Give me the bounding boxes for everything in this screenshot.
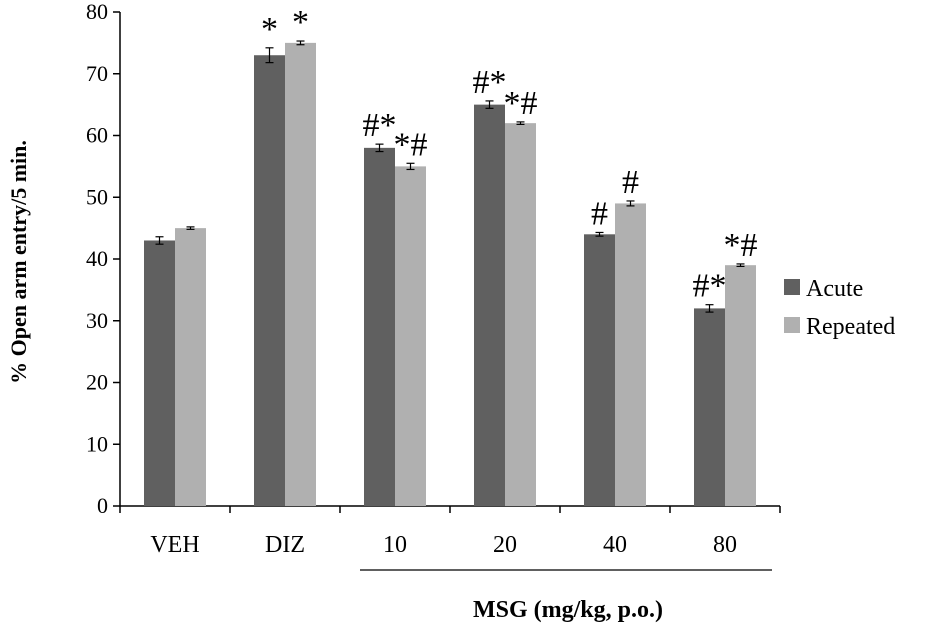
legend-swatch-acute (784, 279, 800, 295)
bar-acute (474, 104, 505, 506)
category-label: DIZ (265, 532, 305, 558)
bar-repeated (285, 42, 316, 506)
bar-acute (694, 308, 725, 506)
bar-acute (254, 55, 285, 506)
category-labels: VEH DIZ 10 20 40 80 (150, 532, 737, 558)
y-tick-label: 80 (86, 0, 108, 24)
legend-swatch-repeated (784, 317, 800, 333)
significance-mark: *# (724, 227, 758, 264)
group-label: MSG (mg/kg, p.o.) (473, 597, 663, 623)
y-tick-label: 10 (86, 431, 108, 456)
bar-acute (584, 234, 615, 507)
category-label: 10 (383, 532, 407, 558)
category-label: VEH (150, 532, 199, 558)
y-tick-label: 50 (86, 184, 108, 209)
significance-mark: # (622, 164, 639, 201)
significance-mark: * (292, 4, 309, 41)
bar-acute (364, 147, 395, 506)
bar-repeated (395, 166, 426, 506)
y-tick-label: 60 (86, 123, 108, 148)
bar-repeated (725, 265, 756, 506)
bars (144, 42, 756, 507)
legend-label-acute: Acute (806, 276, 863, 302)
legend-label-repeated: Repeated (806, 314, 895, 340)
x-axis-ticks (119, 506, 781, 513)
y-tick-label: 0 (97, 493, 108, 518)
significance-mark: # (591, 195, 608, 232)
significance-mark: #* (693, 268, 727, 305)
y-axis-ticks: 0 10 20 30 40 50 60 70 80 (86, 0, 120, 518)
category-label: 40 (603, 532, 627, 558)
bar-repeated (505, 123, 536, 507)
legend: Acute Repeated (784, 276, 895, 340)
y-tick-label: 20 (86, 370, 108, 395)
y-tick-label: 70 (86, 61, 108, 86)
category-label: 80 (713, 532, 737, 558)
y-axis-label: % Open arm entry/5 min. (6, 140, 31, 384)
significance-mark: *# (394, 126, 428, 163)
significance-mark: #* (473, 64, 507, 101)
y-tick-label: 30 (86, 308, 108, 333)
category-label: 20 (493, 532, 517, 558)
significance-marks: * *#**##**####**# (261, 4, 758, 305)
significance-mark: #* (363, 107, 397, 144)
error-bars (155, 40, 745, 313)
y-tick-label: 40 (86, 246, 108, 271)
bar-repeated (615, 203, 646, 507)
bar-acute (144, 240, 175, 506)
significance-mark: *# (504, 85, 538, 122)
bar-repeated (175, 228, 206, 506)
significance-mark: * (261, 11, 278, 48)
